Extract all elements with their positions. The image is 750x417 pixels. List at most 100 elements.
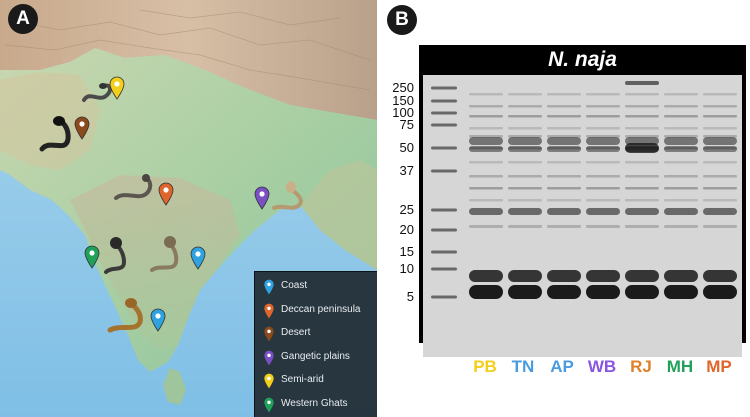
protein-band [547,175,581,178]
mw-marker-label: 100 [392,105,414,120]
protein-band [469,146,503,152]
lane-label: TN [511,357,535,376]
protein-band [508,93,542,96]
protein-band [703,105,737,108]
ladder-band [431,208,457,212]
pin-deccan-icon [158,182,174,206]
legend-pin-icon [264,350,274,365]
protein-band [508,175,542,178]
protein-band [664,137,698,145]
protein-band [469,135,503,138]
lane-label: PB [473,357,497,376]
protein-band [508,225,542,228]
pin-western-ghats-icon [84,245,100,269]
pin-semi-arid-icon [109,76,125,100]
protein-band [469,187,503,190]
protein-band [703,225,737,228]
protein-band [664,135,698,138]
protein-band [469,270,503,282]
protein-band [547,285,581,299]
protein-band [586,105,620,108]
protein-band [703,285,737,299]
snake-western-ghats-icon [104,237,127,274]
snake-semi-arid-icon [82,83,113,102]
protein-band [586,161,620,164]
protein-band [703,146,737,152]
legend-label: Western Ghats [281,397,348,409]
lane-label: RJ [630,357,652,376]
panel-b-label: B [387,5,417,35]
protein-band [625,135,659,138]
protein-band [625,105,659,108]
protein-band [547,270,581,282]
protein-band [469,225,503,228]
protein-band [547,161,581,164]
snake-coast-south-icon [107,298,143,333]
sri-lanka [163,368,186,405]
protein-band [664,208,698,215]
protein-band [625,199,659,202]
mw-marker-label: 25 [399,202,414,217]
protein-band [703,187,737,190]
legend-pin-icon [264,397,274,412]
protein-band [586,270,620,282]
protein-band [625,208,659,215]
protein-band [469,208,503,215]
india-relief-map [0,0,377,417]
protein-band [547,208,581,215]
legend-item: Semi-arid [261,372,377,390]
protein-band [703,115,737,118]
protein-band [625,161,659,164]
protein-band [508,187,542,190]
lane-label: AP [550,357,574,376]
snake-coast-inland-icon [150,236,179,272]
protein-band [508,146,542,152]
protein-band [508,199,542,202]
mw-marker-label: 20 [399,222,414,237]
legend-label: Semi-arid [281,374,324,385]
thar-desert [0,72,100,170]
ladder-band [431,99,457,103]
protein-band [547,115,581,118]
protein-band [547,93,581,96]
legend-label: Deccan peninsula [281,303,361,315]
protein-band [664,93,698,96]
protein-band [508,115,542,118]
protein-band [703,93,737,96]
protein-band [664,161,698,164]
protein-band [586,135,620,138]
protein-band [625,143,659,153]
protein-band [625,175,659,178]
ladder-band [431,267,457,271]
mw-marker-label: 5 [406,289,414,304]
protein-band [586,175,620,178]
protein-band [508,270,542,282]
mw-marker-label: 150 [392,93,414,108]
protein-band [586,187,620,190]
protein-band [547,137,581,145]
lane-label: WB [587,357,617,376]
lane-label: MP [706,357,732,376]
legend-label: Desert [281,327,311,338]
protein-band [547,146,581,152]
protein-band [703,147,737,150]
protein-band [664,225,698,228]
protein-band [469,175,503,178]
legend-item: Coast [261,278,377,296]
protein-band [703,208,737,215]
map-legend: Coast Deccan peninsula Desert Gangetic plai… [254,271,377,417]
mw-marker-label: 75 [399,117,414,132]
protein-band [508,161,542,164]
protein-band [664,147,698,150]
protein-band [547,199,581,202]
protein-band [664,270,698,282]
protein-band [625,285,659,299]
legend-item: Desert [261,325,377,343]
protein-band [625,270,659,282]
ladder-band [431,169,457,173]
legend-pin-icon [264,303,274,318]
protein-band [469,115,503,118]
protein-band [703,199,737,202]
protein-band [586,115,620,118]
protein-band [508,137,542,145]
